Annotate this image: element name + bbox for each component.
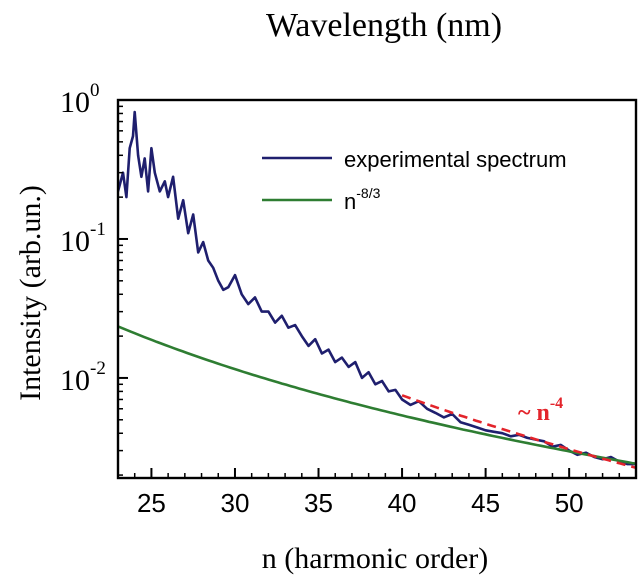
y-axis-title: Intensity (arb.un.) (14, 185, 47, 401)
x-tick-label: 45 (471, 488, 500, 518)
y-tick-exponent: -1 (90, 219, 106, 240)
x-tick-label: 35 (304, 488, 333, 518)
x-tick-label: 40 (388, 488, 417, 518)
fit-label-exponent: -4 (550, 395, 563, 412)
y-tick-label: 10-1 (60, 219, 106, 258)
plot-frame (116, 98, 638, 480)
series-group (118, 110, 636, 470)
y-tick-label: 10-2 (60, 358, 106, 397)
y-tick-exponent: -2 (90, 358, 106, 379)
y-tick-exponent: 0 (90, 80, 100, 101)
legend: experimental spectrum n-8/3 (262, 147, 567, 214)
legend-label-n-8-3: n-8/3 (344, 185, 381, 214)
x-axis-title: n (harmonic order) (262, 542, 489, 575)
series-n-8-3 (118, 325, 636, 465)
fit-label: ~ n-4 (518, 395, 563, 426)
series-experimental-spectrum (118, 110, 636, 466)
legend-label-experimental: experimental spectrum (344, 147, 567, 172)
x-tick-label: 30 (221, 488, 250, 518)
top-axis-title: Wavelength (nm) (266, 7, 502, 44)
series-n-4-fit (401, 394, 636, 470)
y-tick-label: 100 (60, 80, 100, 119)
legend-label-n-8-3-exponent: -8/3 (356, 185, 380, 201)
x-tick-label: 50 (555, 488, 584, 518)
x-tick-label: 25 (137, 488, 166, 518)
